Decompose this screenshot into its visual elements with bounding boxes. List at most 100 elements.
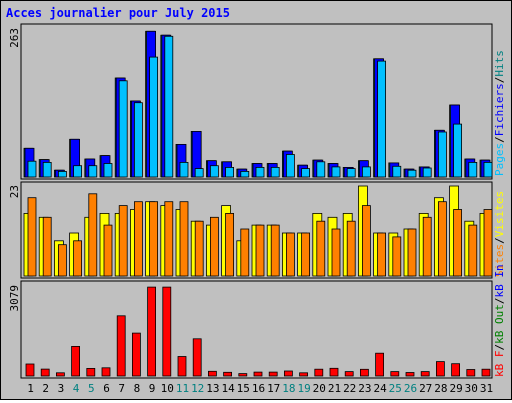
pages-bar (453, 123, 463, 178)
sites-bar (164, 201, 174, 277)
day-label: 11 (176, 382, 189, 395)
kb-panel (20, 280, 493, 379)
pages-bar (437, 131, 447, 178)
pages-bar (118, 80, 128, 178)
day-label: 29 (449, 382, 462, 395)
sites-bar (118, 205, 128, 277)
sites-bar (58, 244, 67, 277)
day-label: 23 (358, 382, 371, 395)
day-label: 13 (206, 382, 219, 395)
pages-bar (149, 56, 159, 178)
sites-bar (301, 232, 311, 277)
kb-bar (86, 367, 96, 377)
sites-bar (209, 216, 219, 277)
pages-bar (407, 169, 417, 178)
sites-bar (133, 201, 143, 277)
kb-bar (481, 368, 491, 377)
day-label: 9 (149, 382, 156, 395)
kb-bar (207, 370, 217, 377)
sites-bar (240, 228, 250, 277)
kb-bar (359, 368, 369, 377)
sites-bar (88, 193, 98, 277)
day-label: 19 (297, 382, 310, 395)
kb-bar (344, 371, 354, 377)
sites-bar (27, 197, 37, 277)
pages-bar (270, 166, 280, 178)
pages-bar (209, 165, 219, 178)
pages-bar (42, 161, 52, 178)
chart-title: Acces journalier pour July 2015 (6, 6, 230, 20)
sites-bar (483, 209, 493, 277)
legend-top: Pages/Fichiers/Hits (493, 50, 506, 176)
kb-bar (466, 369, 476, 377)
kb-bar (435, 361, 445, 377)
pages-bar (392, 165, 402, 178)
kb-bar (390, 371, 400, 377)
kb-bar (405, 372, 415, 377)
day-label: 22 (343, 382, 356, 395)
kb-bar (223, 371, 233, 377)
day-label: 24 (373, 382, 387, 395)
visits-ymax-label: 23 (8, 185, 21, 198)
x-axis-labels: 1 2 3 4 5 6 7 8 9 10 11 12 13 14 15 16 17 18 19 20 21 22 23 24 2… (27, 382, 493, 395)
kb-bar (238, 373, 248, 377)
pages-bar (103, 163, 113, 178)
legend-sep: / (493, 237, 506, 244)
sites-bar (255, 224, 265, 277)
chart-marks (23, 30, 493, 377)
day-label: 27 (419, 382, 432, 395)
kb-bar (25, 363, 35, 377)
sites-bar (179, 201, 189, 277)
sites-bar (103, 224, 113, 277)
legend-hits: Hits (493, 50, 506, 77)
sites-bar (453, 209, 463, 277)
day-label: 28 (434, 382, 447, 395)
kb-bar (101, 367, 111, 377)
sites-bar (225, 212, 235, 277)
kb-bar (162, 286, 172, 377)
sites-bar (377, 232, 387, 277)
kb-bar (268, 371, 278, 377)
kb-bar (451, 363, 461, 377)
kb-bar (329, 367, 339, 377)
sites-bar (270, 224, 280, 277)
day-label: 30 (465, 382, 478, 395)
kb-bar (40, 368, 50, 377)
pages-bar (285, 154, 295, 178)
day-label: 1 (27, 382, 34, 395)
sites-bar (392, 236, 402, 277)
legend-sites: Sites (493, 244, 506, 277)
day-label: 12 (191, 382, 204, 395)
kb-bar (71, 345, 80, 377)
day-label: 31 (480, 382, 493, 395)
legend-sep: / (493, 298, 506, 305)
day-label: 20 (313, 382, 326, 395)
day-label: 17 (267, 382, 280, 395)
pages-bar (240, 170, 250, 178)
day-label: 18 (282, 382, 295, 395)
legend-kbf: kB F (493, 351, 506, 378)
day-label: 15 (237, 382, 250, 395)
kb-bar (253, 371, 263, 377)
kb-bar (283, 370, 293, 377)
legend-sep: / (493, 77, 506, 84)
pages-bar (225, 166, 235, 178)
pages-bar (133, 102, 143, 178)
legend-sep: / (493, 136, 506, 143)
pages-bar (164, 35, 174, 178)
legend-bot: kB F/kB Out/kB In (493, 264, 506, 377)
sites-bar (316, 220, 326, 277)
kb-bar (299, 372, 309, 377)
day-label: 26 (404, 382, 417, 395)
sites-bar (422, 216, 432, 277)
day-label: 10 (161, 382, 174, 395)
pages-bar (88, 165, 98, 178)
legend-sep: / (493, 344, 506, 351)
pages-bar (316, 161, 326, 178)
pages-bar (194, 168, 204, 178)
kb-bar (177, 356, 187, 377)
legend-visits: Visites (493, 191, 506, 237)
